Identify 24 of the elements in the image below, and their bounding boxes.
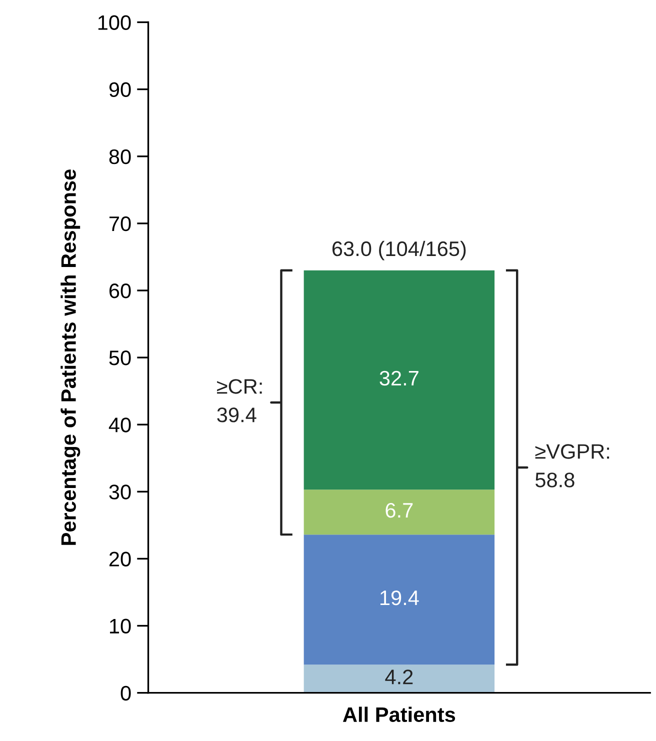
y-tick-label: 0: [120, 686, 131, 701]
y-tick-label: 80: [109, 149, 131, 164]
annotation: ≥CR: 39.4: [217, 379, 262, 422]
bar: [304, 490, 495, 535]
x-tick-label: All Patients: [342, 706, 456, 722]
y-tick-label: 40: [108, 418, 131, 432]
y-tick-label: 70: [109, 216, 131, 232]
annotation: ≥VGPR: 58.8: [535, 444, 610, 488]
bar: [304, 664, 495, 693]
y-tick-label: 90: [109, 82, 131, 98]
y-tick-label: 10: [110, 618, 131, 634]
bar: [304, 534, 495, 665]
y-tick-label: 50: [109, 350, 131, 366]
data-label: 19.4: [380, 590, 419, 606]
data-label: 4.2: [385, 670, 413, 684]
data-label: 6.7: [386, 502, 413, 518]
y-axis-title: Percentage of Patients with Response: [60, 170, 80, 545]
y-tick-label: 30: [109, 484, 131, 500]
data-label: 32.7: [380, 370, 418, 386]
y-tick-label: 100: [98, 15, 131, 30]
total-label: 63.0 (104/165): [332, 240, 466, 260]
y-tick-label: 60: [109, 283, 131, 298]
bar: [304, 270, 495, 490]
y-tick-label: 20: [109, 552, 131, 566]
